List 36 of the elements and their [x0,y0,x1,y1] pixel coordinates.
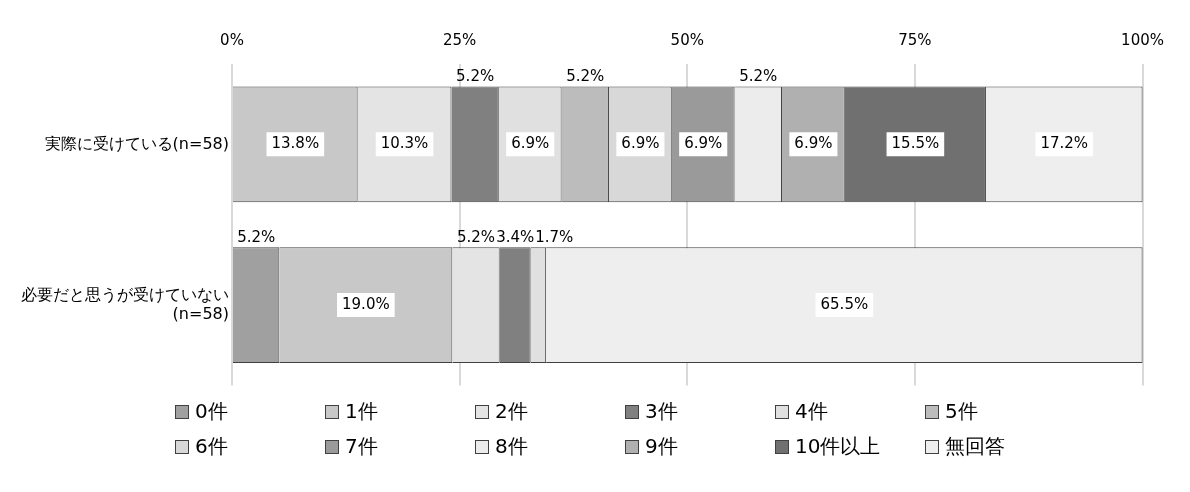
data-label: 5.2% [456,228,496,247]
legend-label: 9件 [645,433,678,460]
x-tick-label: 0% [220,30,244,49]
data-label: 19.0% [342,294,390,313]
legend-label: 0件 [195,398,228,425]
legend-label: 10件以上 [795,433,881,460]
x-tick-label: 75% [898,30,932,49]
data-label: 17.2% [1040,134,1089,153]
data-label: 1.7% [535,228,574,247]
legend-label: 5件 [945,398,978,425]
legend-label: 8件 [495,433,528,460]
data-label: 10.3% [380,134,429,153]
data-label: 6.9% [794,134,833,153]
data-label: 13.8% [271,134,320,153]
y-tick-label: 実際に受けている(n=58) [44,133,229,153]
data-label: 6.9% [621,134,660,153]
data-label: 6.9% [511,134,550,153]
data-label: 5.2% [566,67,605,86]
x-tick-label: 100% [1121,30,1164,49]
y-tick-label: 必要だと思うが受けていない(n=58) [21,284,229,323]
legend-label: 1件 [345,398,378,425]
data-label: 65.5% [820,294,869,313]
x-tick-label: 50% [670,30,704,49]
legend-label: 無回答 [945,433,1005,460]
legend-label: 3件 [645,398,678,425]
data-label: 5.2% [237,228,276,247]
data-label: 5.2% [739,67,778,86]
data-label: 15.5% [891,134,940,153]
legend-label: 6件 [195,433,228,460]
x-tick-label: 25% [442,30,477,49]
legend-label: 2件 [495,398,528,425]
data-label: 6.9% [684,134,723,153]
data-label: 3.4% [496,228,535,247]
legend-label: 7件 [345,433,378,460]
data-label: 5.2% [456,67,495,86]
legend-label: 4件 [795,398,828,425]
